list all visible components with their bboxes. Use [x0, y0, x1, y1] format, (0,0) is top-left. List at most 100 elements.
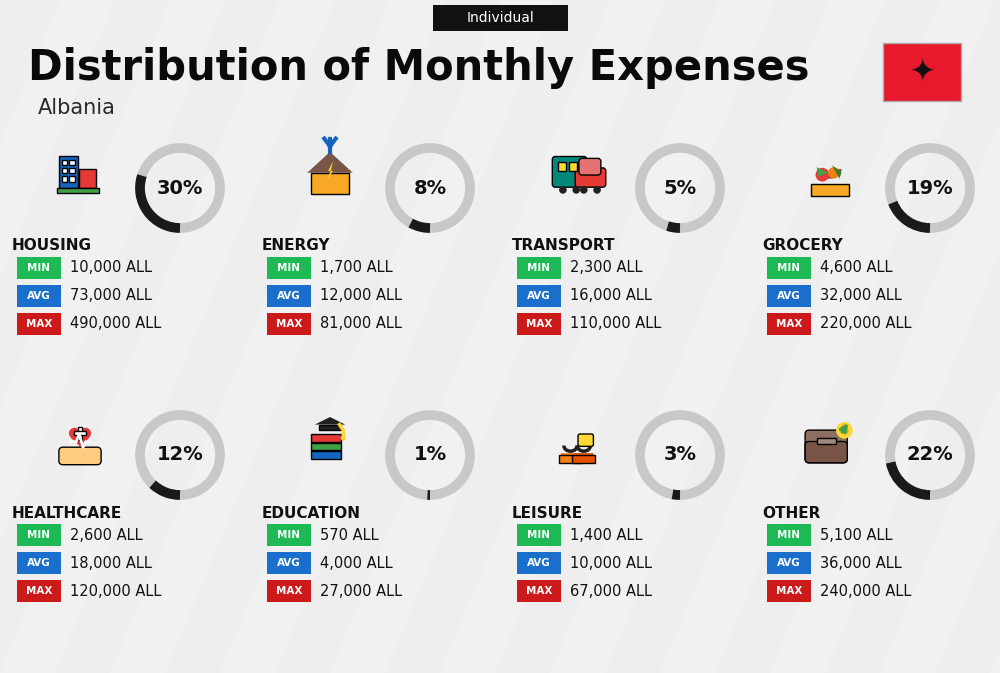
FancyBboxPatch shape: [69, 176, 75, 182]
Text: MAX: MAX: [526, 586, 552, 596]
Text: AVG: AVG: [777, 558, 801, 568]
Text: 5%: 5%: [663, 178, 697, 197]
FancyBboxPatch shape: [267, 552, 311, 574]
Text: 81,000 ALL: 81,000 ALL: [320, 316, 402, 332]
Text: 240,000 ALL: 240,000 ALL: [820, 583, 911, 598]
Polygon shape: [315, 417, 345, 425]
Circle shape: [593, 186, 601, 194]
Polygon shape: [990, 0, 1000, 673]
Text: AVG: AVG: [27, 291, 51, 301]
Text: 110,000 ALL: 110,000 ALL: [570, 316, 661, 332]
FancyBboxPatch shape: [767, 552, 811, 574]
Text: AVG: AVG: [777, 291, 801, 301]
FancyBboxPatch shape: [767, 524, 811, 546]
Text: 5,100 ALL: 5,100 ALL: [820, 528, 893, 542]
Text: AVG: AVG: [527, 558, 551, 568]
FancyBboxPatch shape: [69, 160, 75, 165]
Text: 16,000 ALL: 16,000 ALL: [570, 289, 652, 304]
Text: Individual: Individual: [466, 11, 534, 25]
Polygon shape: [770, 0, 1000, 673]
FancyBboxPatch shape: [267, 580, 311, 602]
FancyBboxPatch shape: [74, 431, 86, 435]
FancyBboxPatch shape: [805, 441, 847, 463]
Text: MAX: MAX: [776, 319, 802, 329]
Text: 10,000 ALL: 10,000 ALL: [70, 260, 152, 275]
FancyBboxPatch shape: [79, 169, 96, 188]
Text: 12%: 12%: [157, 446, 203, 464]
FancyBboxPatch shape: [517, 524, 561, 546]
Text: 22%: 22%: [907, 446, 953, 464]
FancyBboxPatch shape: [767, 285, 811, 307]
Text: MIN: MIN: [528, 263, 550, 273]
Text: OTHER: OTHER: [762, 505, 820, 520]
Text: AVG: AVG: [277, 558, 301, 568]
FancyBboxPatch shape: [517, 552, 561, 574]
FancyBboxPatch shape: [311, 173, 349, 194]
Text: MAX: MAX: [26, 319, 52, 329]
Polygon shape: [811, 184, 849, 194]
Text: ✦: ✦: [909, 57, 935, 87]
Text: 12,000 ALL: 12,000 ALL: [320, 289, 402, 304]
Circle shape: [559, 186, 567, 194]
Text: 73,000 ALL: 73,000 ALL: [70, 289, 152, 304]
FancyBboxPatch shape: [57, 188, 99, 192]
Circle shape: [816, 168, 829, 182]
Polygon shape: [572, 453, 595, 462]
Polygon shape: [0, 0, 225, 673]
FancyBboxPatch shape: [552, 157, 587, 187]
Polygon shape: [330, 0, 665, 673]
Text: 1,400 ALL: 1,400 ALL: [570, 528, 642, 542]
Text: LEISURE: LEISURE: [512, 505, 583, 520]
Text: 67,000 ALL: 67,000 ALL: [570, 583, 652, 598]
FancyBboxPatch shape: [517, 257, 561, 279]
FancyBboxPatch shape: [319, 425, 341, 430]
Text: 10,000 ALL: 10,000 ALL: [570, 555, 652, 571]
Text: 27,000 ALL: 27,000 ALL: [320, 583, 402, 598]
Polygon shape: [220, 0, 555, 673]
Circle shape: [836, 422, 853, 439]
Text: MIN: MIN: [278, 263, 300, 273]
FancyBboxPatch shape: [17, 313, 61, 335]
FancyBboxPatch shape: [517, 580, 561, 602]
Text: 120,000 ALL: 120,000 ALL: [70, 583, 161, 598]
FancyBboxPatch shape: [62, 168, 67, 173]
FancyBboxPatch shape: [558, 162, 566, 170]
Polygon shape: [69, 428, 91, 448]
FancyBboxPatch shape: [811, 184, 849, 196]
Polygon shape: [880, 0, 1000, 673]
Text: AVG: AVG: [277, 291, 301, 301]
FancyBboxPatch shape: [267, 313, 311, 335]
Polygon shape: [817, 167, 828, 176]
Circle shape: [828, 167, 840, 178]
Text: MIN: MIN: [28, 530, 50, 540]
Text: AVG: AVG: [27, 558, 51, 568]
FancyBboxPatch shape: [267, 285, 311, 307]
Circle shape: [580, 186, 588, 194]
FancyBboxPatch shape: [767, 257, 811, 279]
FancyBboxPatch shape: [311, 443, 341, 450]
FancyBboxPatch shape: [311, 451, 341, 459]
FancyBboxPatch shape: [17, 552, 61, 574]
Text: 220,000 ALL: 220,000 ALL: [820, 316, 912, 332]
FancyBboxPatch shape: [59, 447, 101, 464]
Text: 2,300 ALL: 2,300 ALL: [570, 260, 642, 275]
Text: MIN: MIN: [278, 530, 300, 540]
Text: 2,600 ALL: 2,600 ALL: [70, 528, 143, 542]
Text: 4,000 ALL: 4,000 ALL: [320, 555, 393, 571]
Polygon shape: [0, 0, 115, 673]
Text: Distribution of Monthly Expenses: Distribution of Monthly Expenses: [28, 47, 810, 89]
Polygon shape: [559, 453, 582, 462]
FancyBboxPatch shape: [78, 427, 82, 439]
Polygon shape: [307, 152, 353, 173]
Text: MAX: MAX: [26, 586, 52, 596]
FancyBboxPatch shape: [578, 434, 593, 446]
Text: $: $: [840, 423, 849, 437]
FancyBboxPatch shape: [517, 313, 561, 335]
Text: EDUCATION: EDUCATION: [262, 505, 361, 520]
FancyBboxPatch shape: [883, 43, 961, 101]
FancyBboxPatch shape: [575, 168, 606, 187]
FancyBboxPatch shape: [267, 257, 311, 279]
Circle shape: [341, 435, 346, 441]
Text: HEALTHCARE: HEALTHCARE: [12, 505, 122, 520]
FancyBboxPatch shape: [17, 524, 61, 546]
